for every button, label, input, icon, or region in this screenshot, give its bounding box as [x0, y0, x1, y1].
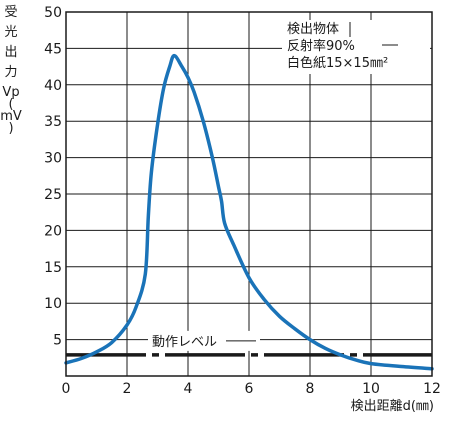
- annotation-line-0: 検出物体: [287, 22, 339, 37]
- y-tick-label-5: 30: [44, 151, 62, 167]
- y-axis-label-part-4: Vp: [2, 85, 19, 100]
- y-tick-label-1: 10: [44, 296, 62, 312]
- threshold-label: 動作レベル: [152, 335, 217, 350]
- y-axis-label-part-6: mV: [0, 109, 22, 124]
- annotation-line-2: 白色紙15×15㎜²: [287, 55, 388, 71]
- threshold-line-group: 動作レベル: [66, 330, 432, 357]
- x-tick-label-3: 6: [245, 381, 254, 397]
- x-tick-label-0: 0: [62, 381, 71, 397]
- plot-frame: [65, 11, 433, 377]
- y-axis-label-part-7: ): [8, 121, 13, 136]
- y-tick-label-7: 40: [44, 78, 62, 94]
- x-tick-label-1: 2: [123, 381, 132, 397]
- annotation-line-1: 反射率90%: [287, 38, 355, 54]
- x-axis-label: 検出距離d(㎜): [351, 399, 434, 414]
- y-tick-label-0: 5: [53, 333, 62, 349]
- y-tick-label-2: 15: [44, 260, 62, 276]
- x-tick-label-2: 4: [184, 381, 193, 397]
- y-tick-label-9: 50: [44, 5, 62, 21]
- threshold-label-background: [148, 330, 260, 351]
- y-axis-label-part-0: 受: [4, 5, 17, 20]
- y-axis-label-part-5: (: [8, 97, 13, 112]
- annotation-background: [282, 20, 430, 74]
- y-tick-label-3: 20: [44, 223, 62, 239]
- x-tick-label-5: 10: [362, 381, 380, 397]
- x-tick-label-6: 12: [423, 381, 441, 397]
- y-tick-label-6: 35: [44, 114, 62, 130]
- x-tick-label-4: 8: [306, 381, 315, 397]
- tick-labels: 0 2 4 6 8 10 12 5 10 15 20 25 30 35 40 45 50: [44, 5, 441, 397]
- y-tick-label-4: 25: [44, 187, 62, 203]
- y-axis-label-part-1: 光: [4, 25, 17, 40]
- series-group: [64, 53, 434, 371]
- y-axis-label-part-2: 出: [4, 45, 17, 60]
- y-tick-label-8: 45: [44, 41, 62, 57]
- axes: [65, 11, 433, 377]
- y-axis-label-part-3: 力: [4, 65, 17, 80]
- series-line-0: [64, 53, 434, 371]
